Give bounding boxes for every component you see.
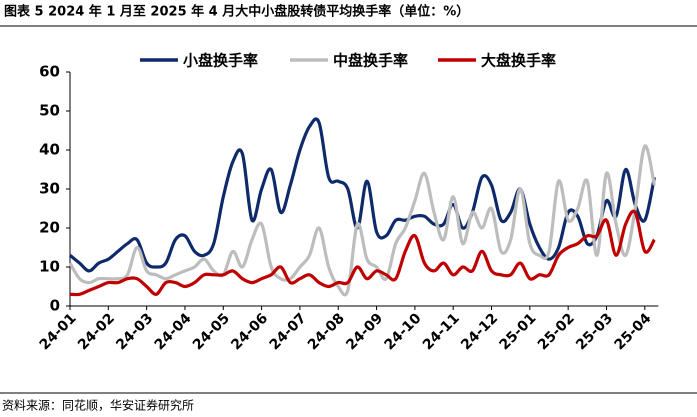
x-tick-label: 24-07 (267, 310, 310, 353)
series-line (68, 144, 656, 297)
legend-label: 小盘换手率 (183, 52, 258, 70)
y-tick-label: 30 (39, 180, 60, 198)
x-tick-label: 24-08 (305, 310, 348, 353)
x-tick-label: 25-02 (535, 310, 578, 353)
x-tick-label: 24-03 (113, 310, 156, 353)
x-tick-label: 24-09 (343, 310, 386, 353)
chart-title: 图表 5 2024 年 1 月至 2025 年 4 月大中小盘股转债平均换手率（… (4, 4, 469, 20)
x-tick-label: 25-01 (497, 310, 540, 353)
series-line (68, 117, 656, 273)
series-line (69, 209, 656, 297)
x-tick-label: 25-03 (573, 310, 616, 353)
y-tick-label: 10 (39, 258, 60, 276)
x-tick-label: 24-01 (37, 310, 80, 353)
x-tick-label: 24-11 (420, 310, 463, 353)
legend-label: 中盘换手率 (333, 52, 408, 70)
x-tick-label: 24-04 (152, 310, 195, 353)
x-tick-label: 24-12 (458, 310, 501, 353)
y-tick-label: 20 (39, 219, 60, 237)
y-tick-label: 0 (50, 297, 60, 315)
x-tick-label: 24-02 (75, 310, 118, 353)
x-tick-label: 25-04 (611, 310, 654, 353)
y-tick-label: 40 (39, 141, 60, 159)
x-tick-label: 24-06 (228, 310, 271, 353)
x-tick-label: 24-05 (190, 310, 233, 353)
source: 资料来源：同花顺，华安证券研究所 (2, 398, 194, 413)
y-tick-label: 50 (39, 102, 60, 120)
legend-label: 大盘换手率 (481, 52, 556, 70)
x-tick-label: 24-10 (382, 310, 425, 353)
y-tick-label: 60 (39, 63, 60, 81)
